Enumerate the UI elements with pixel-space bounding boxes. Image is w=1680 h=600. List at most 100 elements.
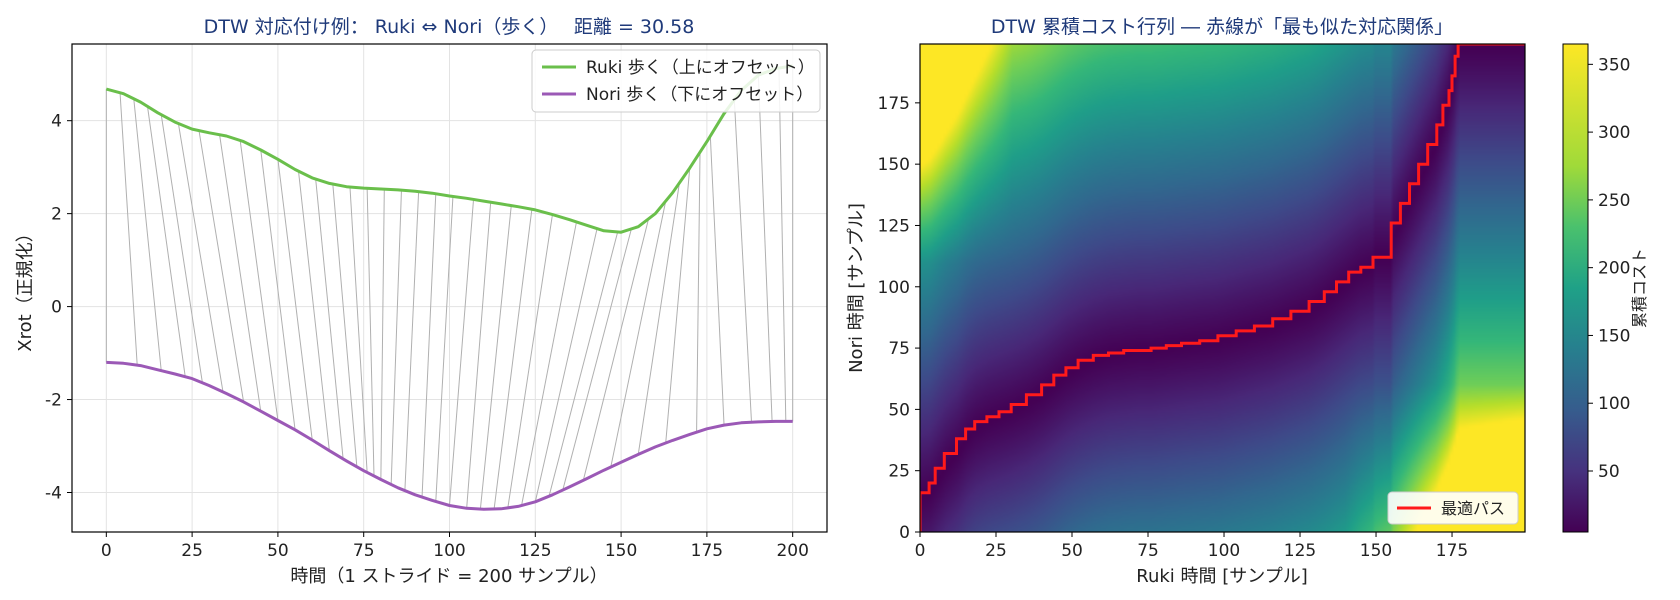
alignment-pair-line xyxy=(493,209,533,510)
alignment-pair-line xyxy=(147,106,186,377)
colorbar: 50 100 150 200 250 300 350 累積コスト xyxy=(1562,43,1649,533)
left-y-tick-label: 0 xyxy=(51,298,62,318)
alignment-pair-line xyxy=(665,168,691,444)
right-y-tick-label: 25 xyxy=(888,462,910,482)
alignment-pair-line xyxy=(198,130,245,402)
right-x-axis-label: Ruki 時間 [サンプル] xyxy=(1136,566,1307,587)
left-y-ticks: -4 -2 0 2 4 xyxy=(45,112,72,503)
alignment-pair-line xyxy=(733,99,752,423)
left-chart-title: DTW 対応付け例： Ruki ⇔ Nori（歩く） 距離 = 30.58 xyxy=(204,16,695,38)
left-y-tick-label: 2 xyxy=(51,205,62,225)
alignment-pair-line xyxy=(349,186,368,473)
right-y-tick-label: 75 xyxy=(888,339,910,359)
right-y-ticks: 0 25 50 75 100 125 150 175 xyxy=(878,94,920,543)
alignment-pair-line xyxy=(548,231,619,497)
alignment-pair-line xyxy=(534,228,598,502)
legend-nori-label: Nori 歩く（下にオフセット） xyxy=(586,85,813,105)
dtw-cost-matrix-chart: DTW 累積コスト行列 ― 赤線が「最も似た対応関係」 0 25 50 75 100 12… xyxy=(846,16,1649,587)
alignment-pair-line xyxy=(260,149,296,430)
alignment-pair-line xyxy=(562,228,632,491)
alignment-pair-line xyxy=(709,135,725,426)
right-x-tick-label: 0 xyxy=(915,541,926,561)
right-y-tick-label: 175 xyxy=(878,94,910,114)
alignment-pair-line xyxy=(421,193,437,498)
left-x-tick-label: 25 xyxy=(181,541,203,561)
right-plot-frame xyxy=(919,43,1526,533)
series-lines xyxy=(105,64,793,511)
left-x-tick-label: 75 xyxy=(353,541,375,561)
right-x-tick-label: 50 xyxy=(1061,541,1083,561)
left-x-axis-label: 時間（1 ストライド = 200 サンプル） xyxy=(290,566,607,587)
right-legend-box xyxy=(1387,491,1519,525)
alignment-pair-line xyxy=(778,68,787,422)
alignment-pair-line xyxy=(479,205,512,510)
alignment-pair-line xyxy=(315,178,344,459)
legend-path-label: 最適パス xyxy=(1441,499,1505,518)
colorbar-tick-label: 300 xyxy=(1598,123,1630,143)
alignment-pair-line xyxy=(757,75,773,422)
ruki-series-line xyxy=(105,64,793,234)
colorbar-tick-label: 100 xyxy=(1598,394,1630,414)
right-y-tick-label: 50 xyxy=(888,400,910,420)
right-x-tick-label: 175 xyxy=(1436,541,1468,561)
alignment-pair-line xyxy=(390,190,402,485)
left-x-tick-label: 125 xyxy=(519,541,551,561)
alignment-pair-line xyxy=(133,98,162,371)
alignment-pair-line xyxy=(219,134,262,412)
left-y-tick-label: -2 xyxy=(45,391,62,411)
dtw-alignment-chart: DTW 対応付け例： Ruki ⇔ Nori（歩く） 距離 = 30.58 0 2… xyxy=(15,16,828,587)
left-x-tick-label: 150 xyxy=(605,541,637,561)
left-x-tick-label: 200 xyxy=(776,541,808,561)
right-y-tick-label: 0 xyxy=(899,523,910,543)
right-x-tick-label: 100 xyxy=(1208,541,1240,561)
right-x-ticks: 0 25 50 75 100 125 150 175 xyxy=(915,532,1468,561)
heatmap-image xyxy=(920,44,1525,532)
colorbar-tick-label: 200 xyxy=(1598,259,1630,279)
alignment-pair-line xyxy=(119,92,138,366)
alignment-pair-line xyxy=(177,123,224,393)
alignment-pair-line xyxy=(449,199,475,506)
colorbar-tick-label: 250 xyxy=(1598,191,1630,211)
alignment-pair-line xyxy=(366,188,375,476)
right-y-axis-label: Nori 時間 [サンプル] xyxy=(846,203,867,373)
left-x-tick-label: 0 xyxy=(101,541,112,561)
optimal-path xyxy=(920,44,1525,532)
alignment-pair-line xyxy=(582,218,650,481)
colorbar-tick-label: 50 xyxy=(1598,462,1620,482)
left-x-tick-label: 175 xyxy=(691,541,723,561)
colorbar-ticks: 50 100 150 200 250 300 350 xyxy=(1588,55,1630,482)
alignment-pair-line xyxy=(637,182,680,455)
alignment-pair-line xyxy=(696,152,701,433)
left-x-ticks: 0 25 50 75 100 125 150 175 200 xyxy=(101,532,809,561)
alignment-pair-line xyxy=(435,196,454,502)
colorbar-gradient xyxy=(1562,43,1589,533)
left-x-tick-label: 50 xyxy=(267,541,289,561)
alignment-pair-line xyxy=(239,140,279,421)
right-chart-title: DTW 累積コスト行列 ― 赤線が「最も似た対応関係」 xyxy=(991,16,1453,38)
optimal-path-line xyxy=(920,44,1525,532)
alignment-pair-line xyxy=(277,159,313,441)
right-x-tick-label: 25 xyxy=(985,541,1007,561)
alignment-pair-line xyxy=(521,221,577,506)
colorbar-tick-label: 150 xyxy=(1598,326,1630,346)
colorbar-label: 累積コスト xyxy=(1630,248,1649,328)
left-y-axis-label: Xrot（正規化） xyxy=(15,224,36,351)
right-y-tick-label: 150 xyxy=(878,155,910,175)
left-grid xyxy=(72,44,827,532)
right-legend: 最適パス xyxy=(1387,491,1519,525)
alignment-pair-line xyxy=(298,171,330,451)
right-y-tick-label: 125 xyxy=(878,216,910,236)
left-legend-box xyxy=(531,49,821,113)
right-y-tick-label: 100 xyxy=(878,278,910,298)
right-x-tick-label: 75 xyxy=(1137,541,1159,561)
legend-ruki-label: Ruki 歩く（上にオフセット） xyxy=(586,58,815,78)
colorbar-tick-label: 350 xyxy=(1598,55,1630,75)
alignment-pair-line xyxy=(160,114,203,383)
heatmap xyxy=(920,44,1525,532)
alignment-pair-line xyxy=(332,184,358,467)
alignment-pair-line xyxy=(380,189,385,480)
alignment-pair-line xyxy=(507,214,553,508)
left-legend: Ruki 歩く（上にオフセット） Nori 歩く（下にオフセット） xyxy=(531,49,821,113)
right-x-tick-label: 125 xyxy=(1284,541,1316,561)
